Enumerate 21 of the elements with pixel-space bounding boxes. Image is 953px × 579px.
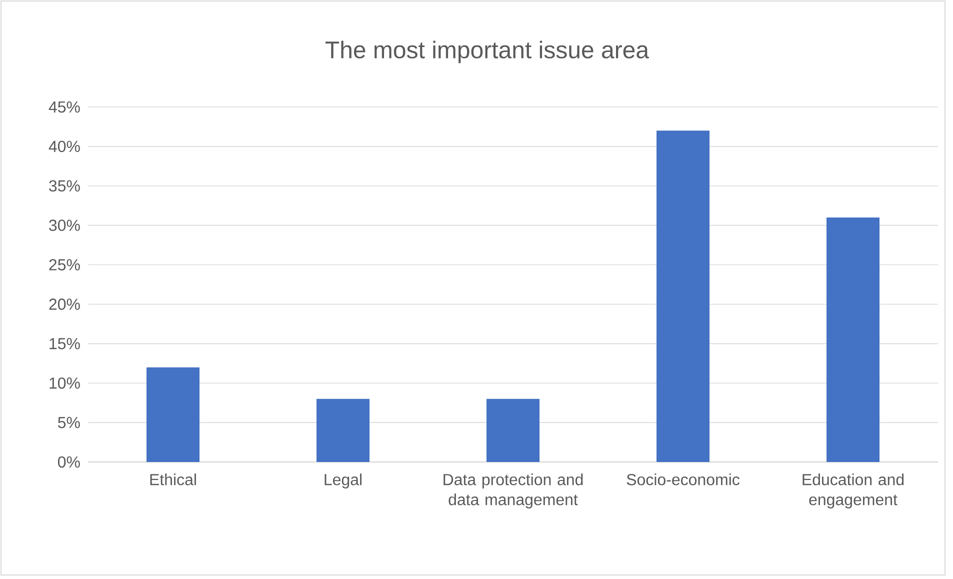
x-tick-label: Legal [324, 474, 362, 488]
y-tick-label: 35% [49, 180, 80, 192]
y-tick-label: 45% [48, 101, 80, 113]
y-tick-label: 5% [58, 416, 80, 428]
bar [146, 367, 200, 462]
y-tick-label: 15% [50, 338, 80, 350]
x-tick-label: Socio-economic [626, 474, 740, 486]
y-tick-label: 30% [49, 220, 80, 231]
bar [486, 398, 540, 462]
x-tick-label: Education and engagement [802, 474, 904, 508]
x-tick-label: Ethical [150, 474, 196, 486]
chart-title: The most important issue area [325, 40, 650, 64]
y-tick-label: 0% [58, 456, 80, 468]
x-tick-label: Data protection and data management [444, 474, 583, 508]
y-tick-label: 20% [49, 298, 80, 310]
bar [316, 398, 370, 462]
bar [826, 217, 880, 462]
bar [656, 130, 710, 462]
y-tick-label: 10% [50, 377, 80, 389]
y-tick-label: 25% [49, 259, 80, 270]
y-tick-label: 40% [48, 140, 80, 152]
